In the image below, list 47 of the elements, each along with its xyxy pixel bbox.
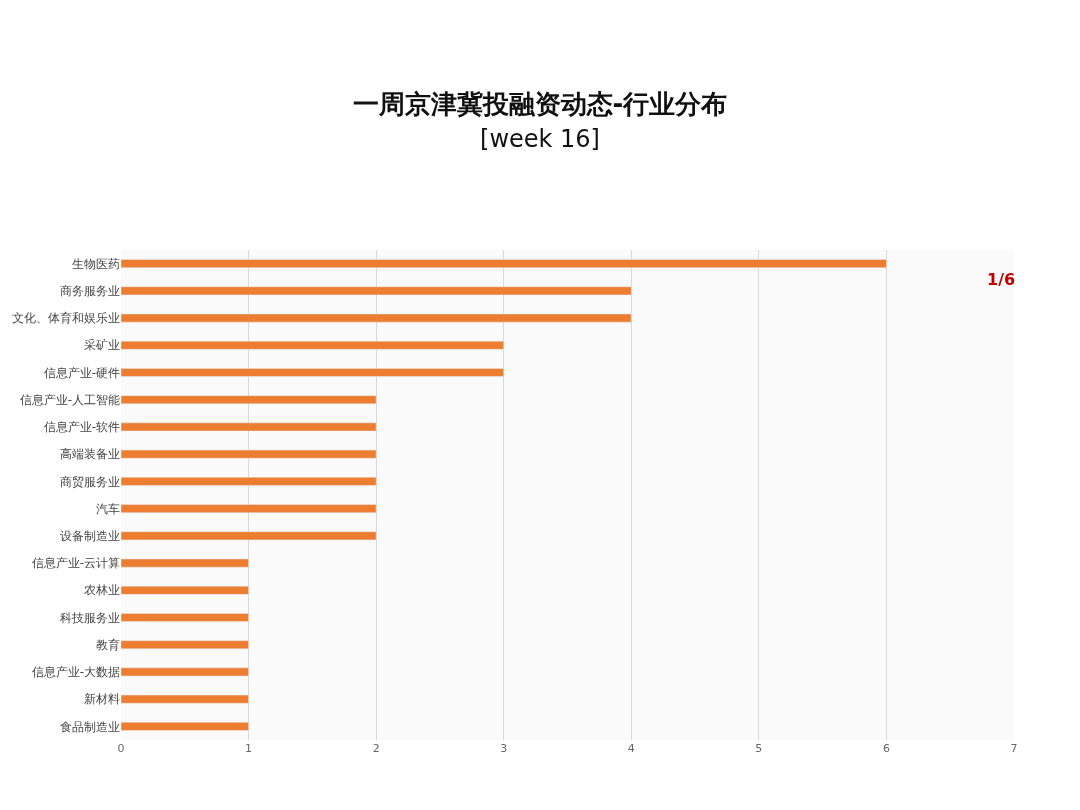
y-tick-label: 文化、体育和娱乐业 (12, 311, 120, 326)
y-tick-label: 信息产业-大数据 (31, 665, 120, 680)
y-tick-label: 教育 (96, 637, 120, 652)
y-tick-label: 信息产业-人工智能 (19, 392, 120, 407)
y-tick-label: 商务服务业 (60, 284, 120, 299)
x-tick-label: 2 (372, 742, 380, 755)
y-tick-label: 采矿业 (84, 338, 120, 353)
y-tick-label: 高端装备业 (60, 447, 120, 462)
bar (121, 613, 249, 622)
bar (121, 340, 504, 350)
bar (121, 585, 249, 595)
y-tick-label: 汽车 (96, 501, 120, 516)
y-tick-label: 信息产业-硬件 (43, 365, 120, 380)
bar (121, 558, 249, 568)
chart-subtitle: [week 16] (480, 125, 600, 154)
annotation: 1/6 (987, 270, 1016, 289)
chart-title: 一周京津冀投融资动态-行业分布 (352, 89, 728, 120)
y-tick-label: 信息产业-软件 (43, 420, 120, 435)
x-tick-label: 1 (245, 742, 253, 755)
bar (121, 640, 249, 650)
bar (121, 313, 632, 323)
bar (121, 694, 249, 704)
x-tick-label: 6 (882, 742, 890, 755)
y-tick-label: 新材料 (84, 692, 120, 707)
y-tick-label: 设备制造业 (60, 529, 120, 544)
x-tick-label: 7 (1010, 742, 1018, 755)
bar (121, 504, 377, 513)
y-tick-label: 食品制造业 (60, 719, 120, 734)
y-tick-label: 生物医药 (72, 256, 120, 271)
bar (121, 449, 377, 459)
bar (121, 477, 377, 486)
x-tick-label: 4 (627, 742, 635, 755)
x-tick-label: 0 (117, 742, 125, 755)
x-tick-label: 3 (500, 742, 508, 755)
y-tick-label: 商贸服务业 (60, 474, 120, 489)
bar (121, 422, 377, 432)
x-tick-label: 5 (755, 742, 763, 755)
y-tick-label: 信息产业-云计算 (31, 556, 120, 571)
y-tick-label: 科技服务业 (60, 610, 120, 625)
bar (121, 395, 377, 405)
bar (121, 722, 249, 731)
bar (121, 286, 632, 296)
bar (121, 531, 377, 541)
bar (121, 368, 504, 377)
bar (121, 259, 887, 268)
bar (121, 667, 249, 677)
y-tick-label: 农林业 (84, 583, 120, 598)
